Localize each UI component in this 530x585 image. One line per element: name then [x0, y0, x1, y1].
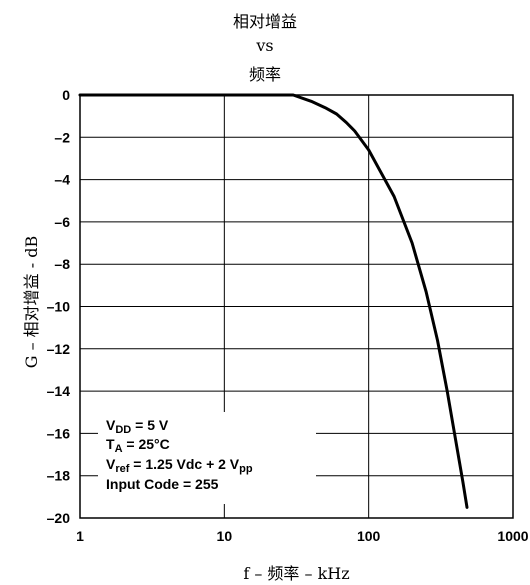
y-tick-label: –16	[47, 425, 71, 441]
y-tick-label: 0	[62, 87, 70, 103]
y-tick-label: –20	[47, 510, 71, 526]
x-axis-label: f – 频率 – kHz	[243, 564, 350, 583]
annotation-vref: Vref = 1.25 Vdc + 2 Vpp	[106, 456, 253, 475]
y-tick-label: –8	[54, 256, 70, 272]
y-tick-label: –14	[47, 383, 71, 399]
chart-title-line-3: 频率	[248, 65, 281, 84]
x-tick-label: 1000	[497, 528, 528, 544]
x-tick-label: 1	[76, 528, 84, 544]
annotation-vdd: VDD = 5 V	[106, 417, 169, 436]
y-tick-label: –4	[54, 172, 70, 188]
x-tick-label: 100	[357, 528, 381, 544]
annotation-input-code: Input Code = 255	[106, 476, 219, 492]
x-tick-label: 10	[217, 528, 233, 544]
chart-title-line-2: vs	[256, 36, 274, 55]
y-tick-label: –18	[47, 468, 71, 484]
y-tick-label: –10	[47, 299, 71, 315]
annotation-box	[98, 412, 316, 504]
y-tick-label: –12	[47, 341, 71, 357]
gain-curve-line	[78, 93, 469, 509]
annotation-ta: TA = 25°C	[106, 436, 170, 455]
y-tick-label: –6	[54, 214, 70, 230]
y-axis-label: G – 相对增益 - dB	[22, 235, 41, 369]
chart-title-line-1: 相对增益	[232, 12, 297, 31]
y-tick-label: –2	[54, 129, 70, 145]
